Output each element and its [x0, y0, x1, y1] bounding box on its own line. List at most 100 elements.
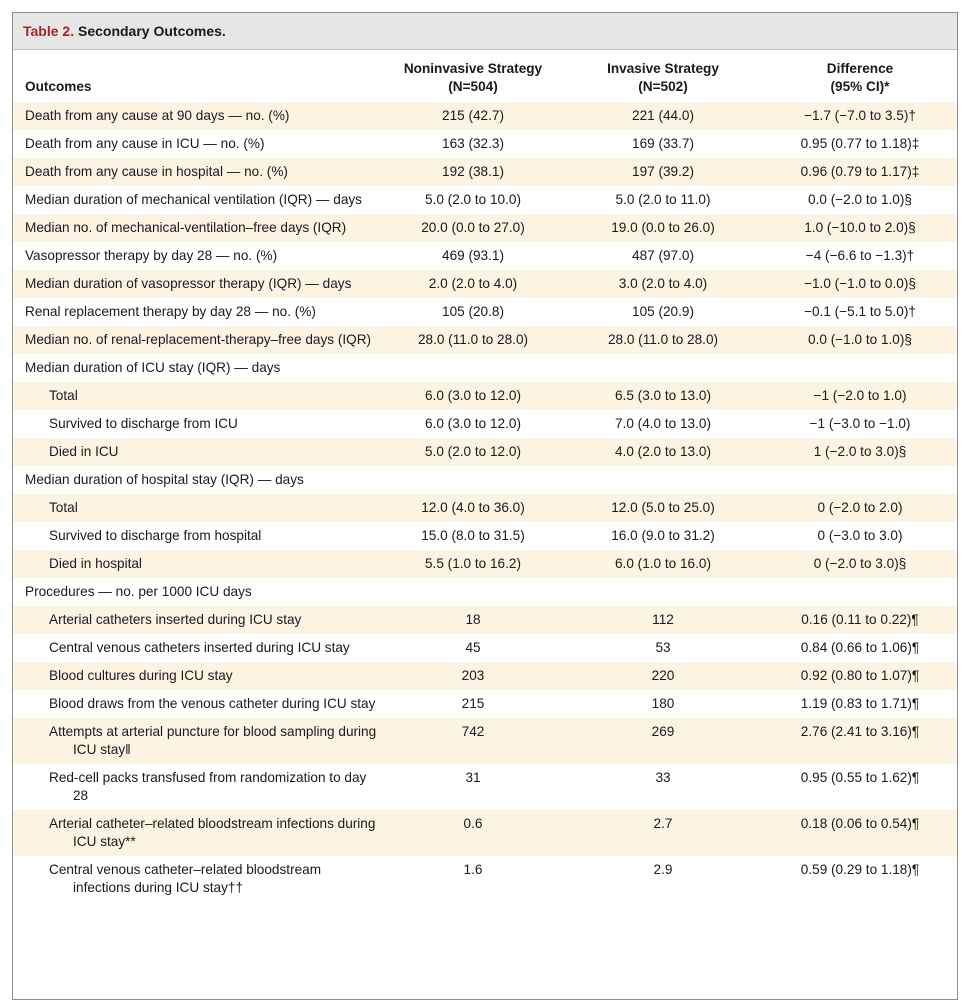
table-row: Blood cultures during ICU stay 203 220 0.92…	[13, 662, 957, 690]
table-row: Arterial catheters inserted during ICU s…	[13, 606, 957, 634]
outcome-cell: Total	[13, 494, 383, 522]
outcome-cell: Central venous catheter–related bloodstr…	[49, 862, 322, 895]
value-cell: 0.0 (−1.0 to 1.0)§	[763, 326, 957, 354]
value-cell: 0.95 (0.77 to 1.18)‡	[800, 136, 920, 151]
outcome-cell: Total	[13, 382, 383, 410]
value-cell: 1 (−2.0 to 3.0)§	[763, 438, 957, 466]
value-cell: 16.0 (9.0 to 31.2)	[611, 528, 715, 543]
value-cell: 6.0 (3.0 to 12.0)	[383, 382, 563, 410]
value-cell: 7.0 (4.0 to 13.0)	[615, 416, 711, 431]
value-cell: 2.9	[653, 862, 673, 877]
outcome-cell: Arterial catheters inserted during ICU s…	[13, 606, 383, 634]
table-row: Median no. of renal-replacement-therapy–…	[13, 326, 957, 354]
table-label: Table 2.	[23, 23, 75, 39]
value-cell: 1.6	[463, 862, 483, 877]
table-row: Total 12.0 (4.0 to 36.0) 12.0 (5.0 to 25.0…	[13, 494, 957, 522]
table-row: Attempts at arterial puncture for blood …	[13, 718, 957, 764]
table-row: Died in hospital 5.5 (1.0 to 16.2) 6.0 (1.…	[13, 550, 957, 578]
table-row: Total 6.0 (3.0 to 12.0) 6.5 (3.0 to 13.0) −…	[13, 382, 957, 410]
value-cell: 6.5 (3.0 to 13.0)	[563, 382, 763, 410]
value-cell: 12.0 (5.0 to 25.0)	[563, 494, 763, 522]
value-cell: 221 (44.0)	[563, 102, 763, 130]
value-cell: 220	[563, 662, 763, 690]
value-cell: −1.0 (−1.0 to 0.0)§	[763, 270, 957, 298]
group-row: Procedures — no. per 1000 ICU days	[13, 578, 957, 606]
header-cell: Invasive Strategy (N=502)	[563, 50, 763, 102]
outcome-cell: Central venous catheters inserted during…	[49, 640, 350, 655]
outcome-cell: Survived to discharge from hospital	[49, 528, 262, 543]
value-cell: 0 (−3.0 to 3.0)	[817, 528, 903, 543]
group-label: Median duration of hospital stay (IQR) —…	[25, 472, 304, 487]
value-cell: 15.0 (8.0 to 31.5)	[421, 528, 525, 543]
header-name: Difference	[826, 61, 894, 76]
value-cell: 180	[651, 696, 675, 711]
value-cell: 269	[563, 718, 763, 764]
table-row: Arterial catheter–related bloodstream in…	[13, 810, 957, 856]
value-cell: 0.84 (0.66 to 1.06)¶	[800, 640, 920, 655]
table-row: Vasopressor therapy by day 28 — no. (%) 4…	[13, 242, 957, 270]
table-row: Survived to discharge from hospital 15.0 …	[13, 522, 957, 550]
table-row: Death from any cause at 90 days — no. (%…	[13, 102, 957, 130]
value-cell: 0.6	[383, 810, 563, 856]
header-name: Noninvasive Strategy	[403, 61, 543, 76]
table-row: Median duration of vasopressor therapy (…	[13, 270, 957, 298]
value-cell: 2.7	[563, 810, 763, 856]
header-cell: Outcomes	[25, 79, 92, 94]
table-row: Renal replacement therapy by day 28 — no…	[13, 298, 957, 326]
value-cell: 0.0 (−2.0 to 1.0)§	[808, 192, 912, 207]
value-cell: 5.0 (2.0 to 12.0)	[383, 438, 563, 466]
outcome-cell: Died in hospital	[13, 550, 383, 578]
table-row: Median no. of mechanical-ventilation–fre…	[13, 214, 957, 242]
outcome-cell: Death from any cause in hospital — no. (…	[13, 158, 383, 186]
value-cell: 6.0 (1.0 to 16.0)	[563, 550, 763, 578]
outcome-cell: Arterial catheter–related bloodstream in…	[13, 810, 383, 856]
table-row: Red-cell packs transfused from randomiza…	[13, 764, 957, 810]
table-row: Median duration of mechanical ventilatio…	[13, 186, 957, 214]
value-cell: 105 (20.8)	[442, 304, 504, 319]
outcome-cell: Median duration of mechanical ventilatio…	[25, 192, 362, 207]
outcome-cell: Vasopressor therapy by day 28 — no. (%)	[25, 248, 278, 263]
outcome-cell: Blood cultures during ICU stay	[13, 662, 383, 690]
table-row: Blood draws from the venous catheter dur…	[13, 690, 957, 718]
outcome-cell: Death from any cause in ICU — no. (%)	[25, 136, 265, 151]
group-row: Median duration of hospital stay (IQR) —…	[13, 466, 957, 494]
outcome-cell: Red-cell packs transfused from randomiza…	[49, 770, 367, 803]
value-cell: 0.18 (0.06 to 0.54)¶	[763, 810, 957, 856]
value-cell: 5.5 (1.0 to 16.2)	[383, 550, 563, 578]
value-cell: 742	[383, 718, 563, 764]
value-cell: 192 (38.1)	[383, 158, 563, 186]
value-cell: 53	[655, 640, 671, 655]
header-n: (95% CI)*	[830, 79, 890, 94]
value-cell: 469 (93.1)	[442, 248, 504, 263]
value-cell: 45	[465, 640, 481, 655]
value-cell: 18	[383, 606, 563, 634]
outcome-cell: Died in ICU	[13, 438, 383, 466]
table-frame: Table 2. Secondary Outcomes. Outcomes Non…	[12, 12, 958, 1000]
outcome-cell: Median duration of vasopressor therapy (…	[13, 270, 383, 298]
value-cell: 215	[461, 696, 485, 711]
value-cell: 203	[383, 662, 563, 690]
value-cell: 6.0 (3.0 to 12.0)	[425, 416, 521, 431]
value-cell: 5.0 (2.0 to 10.0)	[425, 192, 521, 207]
value-cell: −1 (−2.0 to 1.0)	[763, 382, 957, 410]
table-row: Central venous catheters inserted during…	[13, 634, 957, 662]
title-bar: Table 2. Secondary Outcomes.	[13, 13, 957, 50]
outcome-cell: Death from any cause at 90 days — no. (%…	[13, 102, 383, 130]
value-cell: 0.92 (0.80 to 1.07)¶	[763, 662, 957, 690]
value-cell: 0.59 (0.29 to 1.18)¶	[800, 862, 920, 877]
table-row: Survived to discharge from ICU 6.0 (3.0 t…	[13, 410, 957, 438]
table-body: Death from any cause at 90 days — no. (%…	[13, 102, 957, 902]
header-cell: Difference (95% CI)*	[763, 50, 957, 102]
value-cell: 28.0 (11.0 to 28.0)	[563, 326, 763, 354]
value-cell: 0 (−2.0 to 3.0)§	[763, 550, 957, 578]
value-cell: 4.0 (2.0 to 13.0)	[563, 438, 763, 466]
outcome-cell: Attempts at arterial puncture for blood …	[13, 718, 383, 764]
outcome-cell: Median no. of renal-replacement-therapy–…	[13, 326, 383, 354]
table-row: Central venous catheter–related bloodstr…	[13, 856, 957, 902]
value-cell: 31	[465, 770, 481, 785]
value-cell: 2.76 (2.41 to 3.16)¶	[763, 718, 957, 764]
value-cell: 5.0 (2.0 to 11.0)	[615, 192, 711, 207]
value-cell: 28.0 (11.0 to 28.0)	[383, 326, 563, 354]
value-cell: 0.96 (0.79 to 1.17)‡	[763, 158, 957, 186]
value-cell: 197 (39.2)	[563, 158, 763, 186]
